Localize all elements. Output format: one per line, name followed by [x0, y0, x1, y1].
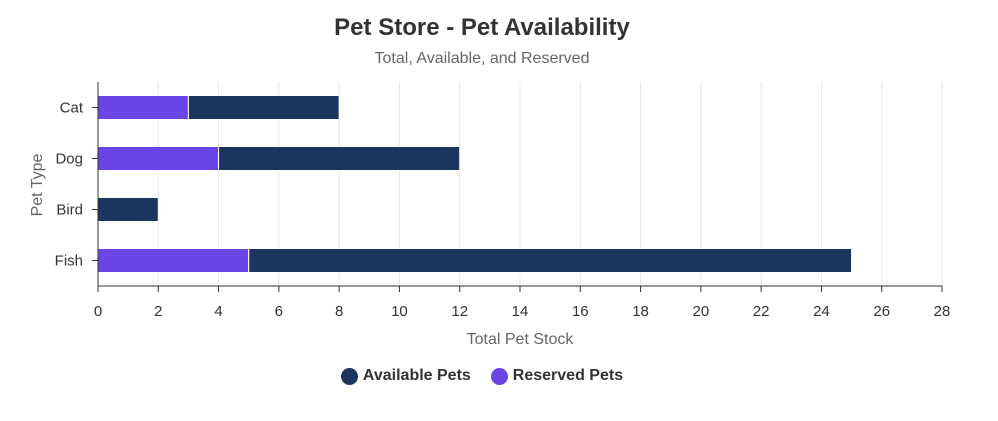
bar-dog-available-pets: [218, 146, 461, 171]
legend-swatch-available: [340, 367, 358, 385]
x-tick-label-10: 20: [693, 303, 710, 320]
bar-fish-reserved-pets: [97, 248, 250, 273]
bar-bird-available-pets: [97, 197, 159, 222]
legend-item-reserved[interactable]: Reserved Pets: [490, 367, 624, 385]
x-tick-label-3: 6: [275, 303, 283, 320]
x-tick-label-12: 24: [813, 303, 830, 320]
legend-label-reserved: Reserved Pets: [512, 367, 624, 384]
legend-label-available: Available Pets: [362, 367, 471, 384]
bar-fish-available-pets: [248, 248, 853, 273]
y-tick-label-fish: Fish: [55, 253, 83, 270]
x-tick-label-6: 12: [451, 303, 468, 320]
legend-item-available[interactable]: Available Pets: [340, 367, 471, 385]
x-tick-label-1: 2: [154, 303, 162, 320]
y-tick-label-dog: Dog: [55, 151, 83, 168]
x-tick-label-8: 16: [572, 303, 589, 320]
bar-dog-reserved-pets: [97, 146, 220, 171]
x-tick-label-14: 28: [934, 303, 951, 320]
y-tick-label-bird: Bird: [56, 202, 83, 219]
x-tick-label-0: 0: [94, 303, 102, 320]
y-tick-label-cat: Cat: [60, 100, 84, 117]
x-tick-label-2: 4: [214, 303, 222, 320]
chart-subtitle: Total, Available, and Reserved: [374, 50, 590, 67]
x-tick-label-4: 8: [335, 303, 343, 320]
x-tick-label-11: 22: [753, 303, 770, 320]
bars: [97, 95, 853, 273]
bar-cat-available-pets: [187, 95, 340, 120]
x-tick-label-7: 14: [512, 303, 529, 320]
y-axis-label: Pet Type: [29, 153, 46, 216]
legend-swatch-reserved: [490, 367, 508, 385]
bar-cat-reserved-pets: [97, 95, 189, 120]
x-tick-label-5: 10: [391, 303, 408, 320]
x-tick-label-9: 18: [632, 303, 649, 320]
legend: Available Pets Reserved Pets: [0, 367, 964, 385]
chart-title: Pet Store - Pet Availability: [334, 14, 630, 41]
x-axis-label: Total Pet Stock: [467, 331, 575, 348]
x-tick-label-13: 26: [873, 303, 890, 320]
